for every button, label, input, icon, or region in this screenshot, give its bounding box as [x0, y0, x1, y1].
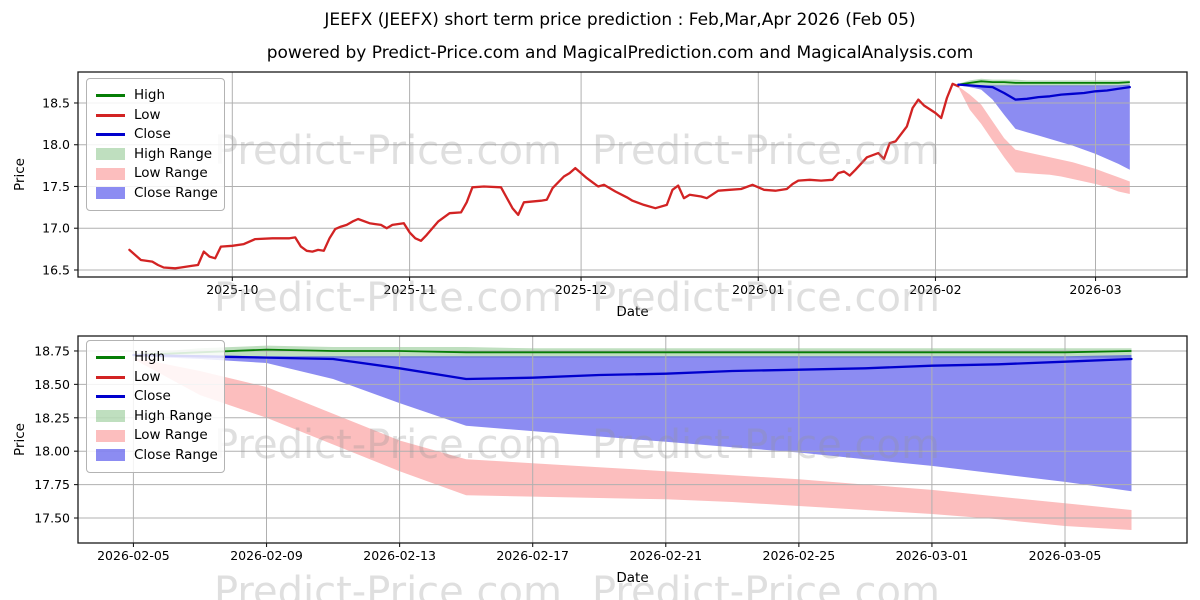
x-tick-label: 2026-02-13: [363, 548, 436, 563]
history-price-line: [128, 82, 960, 270]
legend-line-swatch: [96, 356, 125, 360]
watermark-text: Predict-Price.com: [214, 275, 562, 321]
legend-item-low: Low: [96, 368, 216, 388]
high-forecast-line: [958, 80, 1130, 86]
y-tick-label: 18.0: [42, 137, 70, 152]
legend-item-high-range: High Range: [96, 407, 216, 427]
overview-chart: 2025-10 2025-11 2025-12 2026-01 2026-02 2026-…: [12, 71, 1188, 320]
legend-item-low-range: Low Range: [96, 426, 216, 446]
chart-subtitle: powered by Predict-Price.com and Magical…: [266, 43, 974, 63]
legend-label: Low: [134, 368, 161, 385]
legend-item-close-range: Close Range: [96, 184, 218, 204]
legend-patch-swatch: [96, 167, 125, 180]
close-range-area: [958, 84, 1130, 170]
x-tick-label: 2025-10: [206, 282, 258, 297]
legend-item-low: Low: [96, 106, 216, 126]
legend-line-swatch: [96, 375, 125, 379]
x-tick-label: 2025-11: [383, 282, 435, 297]
legend-zoom: High Low Close High Range Low Range Close Ran…: [86, 340, 225, 473]
legend-item-low-range: Low Range: [96, 164, 216, 184]
y-tick-label: 16.5: [42, 262, 70, 277]
figure-title: JEEFX (JEEFX) short term price predictio…: [324, 10, 916, 30]
legend-line-swatch: [96, 94, 125, 98]
legend-line-swatch: [96, 395, 125, 399]
watermark-layer: Predict-Price.com Predict-Price.com Predic…: [214, 128, 940, 600]
x-tick-label: 2026-02-17: [496, 548, 569, 563]
x-tick-label: 2026-02-21: [629, 548, 702, 563]
x-axis-label: Date: [616, 304, 648, 320]
legend-patch-swatch: [96, 187, 125, 200]
legend-label: Close Range: [134, 184, 218, 201]
close-forecast-line: [957, 83, 1131, 101]
x-tick-label: 2026-03-05: [1029, 548, 1102, 563]
legend-label: Close: [134, 388, 171, 404]
y-tick-label: 18.5: [42, 95, 70, 110]
legend-line-swatch: [96, 113, 125, 117]
close-forecast-line: [132, 353, 1133, 381]
y-tick-label: 18.25: [34, 410, 70, 425]
y-axis-label: Price: [12, 158, 28, 191]
legend-patch-swatch: [96, 449, 125, 462]
watermark-text: Predict-Price.com: [214, 128, 562, 174]
legend-label: Low: [134, 106, 161, 123]
watermark-text: Predict-Price.com: [592, 275, 940, 321]
legend-patch-swatch: [96, 148, 125, 161]
legend-item-high: High: [96, 86, 216, 106]
high-forecast-line: [133, 348, 1132, 356]
legend-patch-swatch: [96, 429, 125, 442]
watermark-text: Predict-Price.com: [214, 569, 562, 600]
plot-border: [77, 71, 1188, 278]
y-tick-label: 17.50: [34, 511, 70, 526]
legend-item-close: Close: [96, 387, 216, 407]
legend-patch-swatch: [96, 410, 125, 423]
x-tick-label: 2026-01: [732, 282, 784, 297]
low-range-area: [133, 357, 1132, 530]
legend-label: High: [134, 349, 166, 365]
y-tick-label: 17.5: [42, 179, 70, 194]
legend-overview: High Low Close High Range Low Range Close Ran…: [86, 78, 225, 211]
x-tick-label: 2026-02-25: [763, 548, 836, 563]
y-tick-label: 17.75: [34, 477, 70, 492]
y-tick-label: 17.0: [42, 221, 70, 236]
x-tick-label: 2025-12: [555, 282, 607, 297]
legend-label: High Range: [134, 407, 213, 424]
legend-label: High: [134, 87, 166, 103]
legend-label: Close: [134, 126, 171, 142]
legend-label: Low Range: [134, 165, 208, 181]
plot-border: [77, 335, 1188, 544]
legend-label: Low Range: [134, 427, 208, 443]
x-tick-label: 2026-02: [909, 282, 961, 297]
forecast-zoom-chart: 2026-02-05 2026-02-09 2026-02-13 2026-02-17…: [12, 335, 1188, 586]
legend-item-high: High: [96, 348, 216, 368]
close-range-area: [133, 355, 1132, 492]
legend-label: Close Range: [134, 446, 218, 463]
low-range-area: [958, 86, 1130, 194]
legend-item-close: Close: [96, 125, 216, 145]
legend-item-high-range: High Range: [96, 145, 216, 165]
y-axis-label: Price: [12, 423, 28, 456]
legend-label: High Range: [134, 145, 213, 162]
y-tick-label: 18.00: [34, 444, 70, 459]
x-tick-label: 2026-03: [1069, 282, 1121, 297]
watermark-text: Predict-Price.com: [592, 128, 940, 174]
y-tick-label: 18.50: [34, 377, 70, 392]
x-tick-label: 2026-02-09: [230, 548, 303, 563]
x-axis-label: Date: [616, 570, 648, 586]
x-tick-label: 2026-03-01: [896, 548, 969, 563]
legend-item-close-range: Close Range: [96, 446, 218, 466]
watermark-text: Predict-Price.com: [592, 569, 940, 600]
y-tick-label: 18.75: [34, 343, 70, 358]
legend-line-swatch: [96, 133, 125, 137]
x-tick-label: 2026-02-05: [97, 548, 170, 563]
watermark-text: Predict-Price.com: [214, 422, 562, 468]
watermark-text: Predict-Price.com: [592, 422, 940, 468]
